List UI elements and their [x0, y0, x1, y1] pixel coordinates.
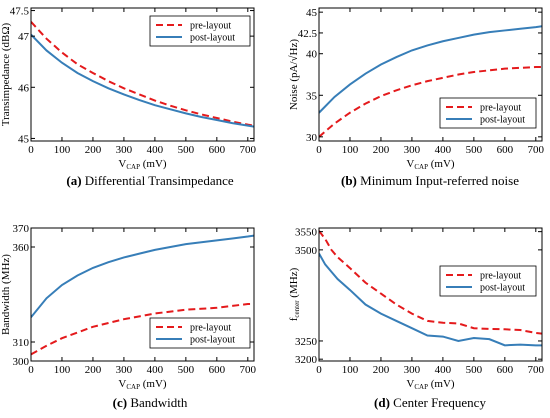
y-axis-label: Bandwidth (MHz) [0, 254, 12, 335]
x-axis-label: VCAP (mV) [406, 378, 454, 391]
legend-label-pre-layout: pre-layout [480, 271, 521, 282]
x-tick-label: 100 [54, 364, 71, 376]
x-tick-label: 600 [497, 144, 514, 156]
x-tick-label: 500 [466, 364, 483, 376]
plot-frame [30, 227, 255, 362]
x-axis-label: VCAP (mV) [406, 158, 454, 171]
y-axis-label: Noise (pA/√Hz) [288, 39, 300, 110]
y-tick-label: 310 [13, 337, 30, 349]
x-tick-label: 500 [178, 364, 195, 376]
series-line-post-layout [319, 25, 542, 114]
x-tick-label: 700 [240, 364, 257, 376]
x-axis-label: VCAP (mV) [118, 158, 166, 171]
x-tick-label: 400 [435, 144, 452, 156]
panel-caption: (a) Differential Transimpedance [66, 173, 234, 188]
x-tick-label: 300 [404, 364, 421, 376]
series-line-post-layout [31, 33, 254, 128]
x-tick-label: 100 [342, 364, 359, 376]
series-line-post-layout [31, 234, 254, 318]
legend-label-pre-layout: pre-layout [190, 323, 231, 334]
x-tick-label: 700 [528, 364, 545, 376]
y-tick-label: 3200 [295, 354, 318, 366]
y-tick-label: 3550 [295, 227, 318, 239]
x-tick-label: 0 [316, 364, 322, 376]
series-line-pre-layout [31, 21, 254, 127]
legend-label-pre-layout: pre-layout [480, 103, 521, 114]
x-tick-label: 700 [528, 144, 545, 156]
panel-caption: (b) Minimum Input-referred noise [341, 173, 519, 188]
x-tick-label: 200 [373, 144, 390, 156]
y-tick-label: 47 [18, 31, 30, 43]
series-line-pre-layout [319, 230, 542, 335]
x-tick-label: 200 [85, 144, 102, 156]
y-tick-label: 370 [13, 223, 30, 235]
series-line-pre-layout [31, 303, 254, 356]
x-tick-label: 0 [28, 144, 34, 156]
y-tick-label: 35 [306, 90, 318, 102]
y-tick-label: 47.5 [10, 6, 30, 18]
panel-caption: (d) Center Frequency [374, 395, 486, 410]
x-tick-label: 200 [85, 364, 102, 376]
x-tick-label: 400 [435, 364, 452, 376]
chart-panel-3: 0 100 200 300 400 500 600 700 300 310 360 370 VCAP (… [0, 223, 257, 410]
legend-label-post-layout: post-layout [480, 115, 525, 126]
y-tick-label: 42.5 [298, 28, 318, 40]
y-axis-label: fcenter (MHz) [288, 267, 301, 321]
chart-panel-1: 0 100 200 300 400 500 600 700 45 46 47 47.5 VCAP (mV… [0, 6, 257, 188]
y-tick-label: 46 [18, 82, 30, 94]
chart-panel-4: 0 100 200 300 400 500 600 700 3200 3250 3500 3550 VC… [288, 227, 545, 410]
y-tick-label: 40 [306, 49, 318, 61]
x-tick-label: 0 [28, 364, 34, 376]
x-tick-label: 400 [147, 364, 164, 376]
x-tick-label: 0 [316, 144, 322, 156]
x-tick-label: 100 [54, 144, 71, 156]
chart-panel-2: 0 100 200 300 400 500 600 700 30 35 40 42.5 45 VCAP (… [288, 7, 545, 188]
legend-label-pre-layout: pre-layout [190, 21, 231, 32]
legend-label-post-layout: post-layout [480, 283, 525, 294]
y-tick-label: 300 [13, 356, 30, 368]
x-tick-label: 300 [404, 144, 421, 156]
y-tick-label: 30 [306, 132, 318, 144]
y-axis-label: Transimpedance (dBΩ) [0, 22, 12, 126]
x-tick-label: 500 [466, 144, 483, 156]
legend-box [439, 97, 537, 129]
legend-box [439, 265, 537, 297]
x-axis-label: VCAP (mV) [118, 378, 166, 391]
legend-box [149, 15, 251, 47]
panel-caption: (c) Bandwidth [113, 395, 188, 410]
x-tick-label: 600 [209, 144, 226, 156]
legend-label-post-layout: post-layout [190, 33, 235, 44]
x-tick-label: 300 [116, 144, 133, 156]
x-tick-label: 700 [240, 144, 257, 156]
legend-box [149, 317, 251, 349]
x-tick-label: 300 [116, 364, 133, 376]
x-tick-label: 400 [147, 144, 164, 156]
series-line-post-layout [319, 253, 542, 347]
y-tick-label: 45 [18, 133, 30, 145]
plot-frame [30, 7, 255, 142]
plot-frame [318, 227, 543, 362]
x-tick-label: 100 [342, 144, 359, 156]
y-tick-label: 45 [306, 7, 318, 19]
x-tick-label: 500 [178, 144, 195, 156]
x-tick-label: 600 [497, 364, 514, 376]
x-tick-label: 600 [209, 364, 226, 376]
plot-frame [318, 7, 543, 142]
series-line-pre-layout [319, 66, 542, 138]
y-tick-label: 3500 [295, 245, 318, 257]
y-tick-label: 3250 [295, 336, 318, 348]
y-tick-label: 360 [13, 242, 30, 254]
legend-label-post-layout: post-layout [190, 335, 235, 346]
x-tick-label: 200 [373, 364, 390, 376]
